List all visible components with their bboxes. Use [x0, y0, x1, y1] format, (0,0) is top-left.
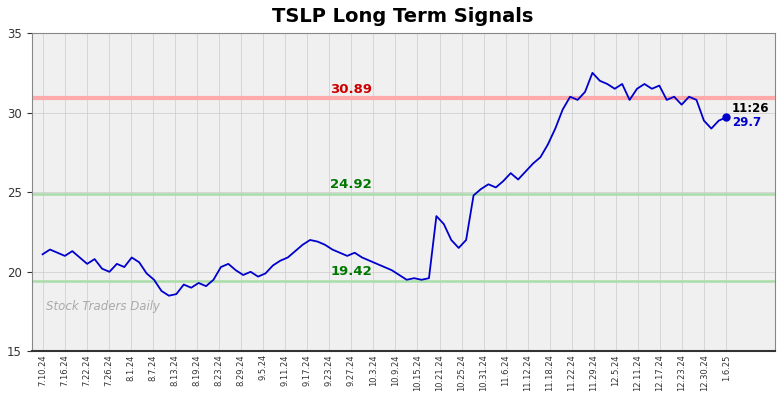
Text: 19.42: 19.42	[330, 265, 372, 279]
Title: TSLP Long Term Signals: TSLP Long Term Signals	[273, 7, 534, 26]
Text: 30.89: 30.89	[330, 83, 372, 96]
Text: 24.92: 24.92	[330, 178, 372, 191]
Text: 29.7: 29.7	[731, 117, 760, 129]
Text: 11:26: 11:26	[731, 102, 769, 115]
Text: Stock Traders Daily: Stock Traders Daily	[46, 300, 161, 313]
